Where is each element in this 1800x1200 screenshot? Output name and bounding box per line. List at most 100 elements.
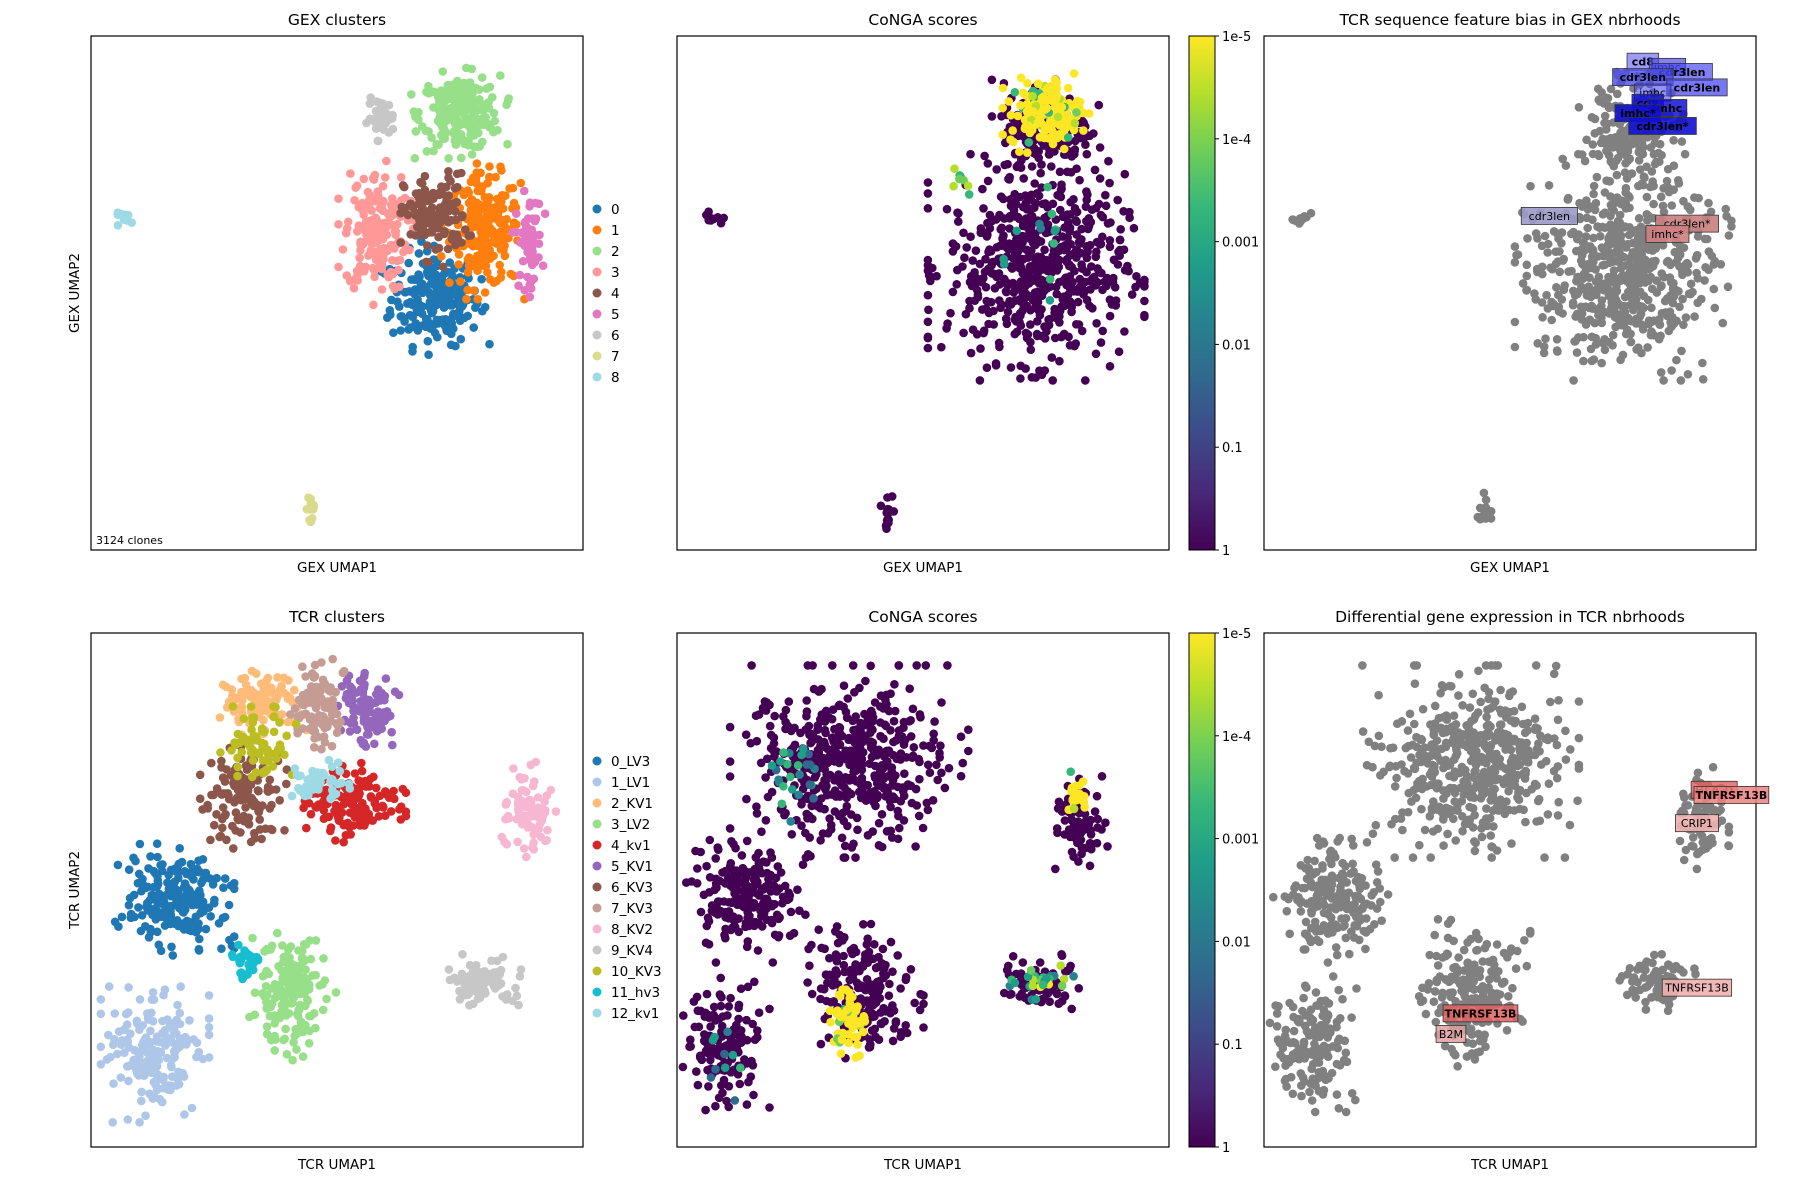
colorbar-tick-label: 0.01 [1222,338,1251,353]
data-point [123,1115,133,1124]
data-point [273,745,283,754]
data-point [220,874,230,883]
data-point [307,514,317,523]
data-point [519,844,529,853]
data-point [517,796,526,805]
colorbar-tick-label: 0.001 [1222,236,1259,251]
data-point [1637,139,1647,148]
data-point [948,287,958,297]
data-point [346,169,355,178]
data-point [131,856,140,866]
data-point [1045,296,1055,305]
data-point [440,291,450,301]
data-point [973,292,983,302]
data-point [935,748,944,758]
data-point [332,728,342,737]
data-point [1015,147,1024,156]
data-point [505,184,514,193]
data-point [1103,219,1113,228]
data-point [952,280,961,289]
data-point [1114,247,1123,257]
legend-label: 3 [611,265,620,281]
data-point [447,234,457,244]
data-point [1601,93,1611,103]
data-point [868,713,878,722]
data-point [144,1065,153,1074]
data-point [227,941,237,951]
data-point [1026,195,1036,204]
data-point [925,768,935,777]
data-point [522,222,531,232]
data-point [1522,271,1532,281]
label-text: cd8 [1632,56,1654,69]
data-point [153,852,162,862]
data-point [319,732,329,741]
data-point [388,194,397,203]
data-point [210,895,219,905]
cluster-11_hv3 [227,940,263,984]
data-point [259,767,269,777]
data-point [821,706,831,716]
data-point [1024,273,1034,282]
data-point [427,133,436,142]
data-point [206,835,215,845]
data-point [1523,234,1532,243]
data-point [433,298,442,307]
data-point [458,950,467,959]
data-point [1074,320,1084,329]
data-point [134,903,143,912]
data-point [350,196,359,205]
data-point [1013,111,1023,121]
data-point [248,718,258,727]
data-point [520,241,529,250]
data-point [1010,329,1020,339]
data-point [1693,232,1703,241]
data-point [328,654,338,664]
data-point [457,238,466,247]
data-point [523,814,532,824]
data-point [904,717,914,726]
data-point [166,1061,176,1070]
data-point [361,742,371,751]
plot-area [1288,67,1736,524]
y-axis-label: GEX UMAP2 [67,253,83,333]
data-point [908,751,918,761]
data-point [538,261,548,271]
data-point [380,173,390,182]
data-point [250,828,259,838]
legend-entry: 3 [592,265,620,281]
data-point [1600,279,1610,288]
data-point [147,995,157,1004]
data-point [342,689,352,699]
data-point [1539,348,1549,358]
data-point [253,954,263,964]
data-point [1668,312,1677,322]
data-point [104,982,114,991]
data-point [501,191,510,200]
data-point [1611,295,1621,304]
colorbar-tick-label: 0.1 [1222,441,1243,456]
data-point [279,957,288,967]
data-point [924,305,933,315]
data-point [285,961,294,970]
data-point [1051,282,1061,292]
data-point [894,731,904,740]
data-point [239,714,249,723]
data-point [529,830,538,839]
data-point [1667,201,1677,210]
data-point [1638,180,1648,190]
data-point [987,112,997,121]
data-point [1608,341,1617,350]
data-point [1005,172,1014,182]
data-point [314,711,324,720]
data-point [185,1016,194,1025]
data-point [444,965,454,974]
data-point [162,1053,172,1063]
data-point [123,1037,132,1047]
cluster-8 [113,208,136,230]
data-point [1706,207,1716,217]
data-point [414,199,423,209]
data-point [1572,348,1582,357]
legend-entry: 9_KV4 [592,943,653,959]
